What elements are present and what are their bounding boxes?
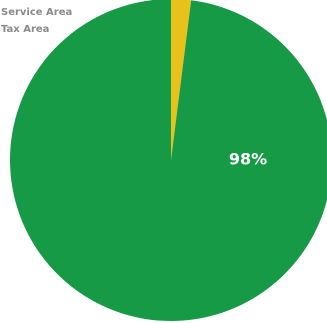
- legend-label-service-area: Service Area: [1, 7, 73, 18]
- chart-legend: Service Area Tax Area: [1, 4, 72, 38]
- pie-slice-service-area: [171, 0, 192, 160]
- data-label-tax-area: 98%: [229, 150, 267, 169]
- pie-slice-tax-area: [10, 0, 327, 321]
- pie-slices: [10, 0, 327, 321]
- legend-label-tax-area: Tax Area: [1, 24, 50, 35]
- pie-data-labels: 98%: [229, 150, 267, 169]
